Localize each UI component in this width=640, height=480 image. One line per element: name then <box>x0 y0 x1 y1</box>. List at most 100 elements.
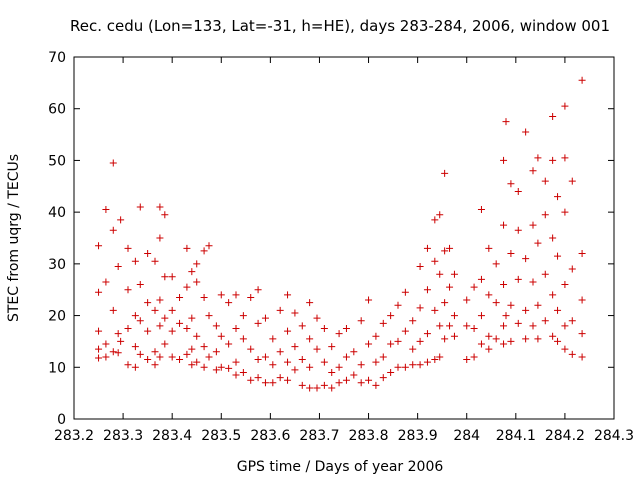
data-point <box>109 226 117 234</box>
data-point <box>342 325 350 332</box>
y-tick-label: 30 <box>48 257 66 273</box>
data-point <box>254 374 262 382</box>
data-point <box>247 376 255 384</box>
data-point <box>502 118 510 126</box>
data-point <box>161 340 169 348</box>
y-tick-label: 40 <box>48 205 66 221</box>
data-point <box>500 221 508 229</box>
data-point <box>350 371 358 379</box>
data-point <box>541 317 549 325</box>
data-point <box>114 330 122 338</box>
data-point <box>357 361 365 369</box>
data-point <box>549 112 557 120</box>
data-point <box>168 273 176 281</box>
data-point <box>335 363 343 371</box>
data-point <box>124 244 132 252</box>
data-point <box>217 291 225 299</box>
data-point <box>409 317 417 325</box>
data-point <box>578 330 586 338</box>
x-tick-label: 284.3 <box>594 428 634 444</box>
data-point <box>554 337 562 345</box>
data-point <box>144 299 152 307</box>
data-point <box>534 239 542 247</box>
data-point <box>342 353 350 361</box>
data-point <box>401 363 409 371</box>
data-point <box>151 257 159 265</box>
data-point <box>423 330 431 338</box>
data-point <box>217 332 225 340</box>
data-point <box>416 361 424 369</box>
data-point <box>507 301 515 309</box>
data-point <box>95 354 103 362</box>
data-point <box>291 366 299 374</box>
data-point <box>492 299 500 307</box>
data-point <box>254 319 262 327</box>
data-point <box>477 275 485 283</box>
data-point <box>212 366 220 374</box>
data-point <box>328 384 336 392</box>
x-tick-label: 283.7 <box>299 428 339 444</box>
data-point <box>95 345 103 353</box>
data-point <box>463 356 471 364</box>
data-point <box>522 255 530 263</box>
data-point <box>247 345 255 353</box>
data-point <box>554 252 562 260</box>
data-point <box>306 384 314 392</box>
data-point <box>578 353 586 361</box>
data-point <box>365 376 373 384</box>
data-point <box>239 335 247 343</box>
data-point <box>225 364 233 372</box>
data-point <box>485 345 493 353</box>
data-point <box>477 312 485 320</box>
data-point <box>109 159 117 167</box>
data-point <box>541 211 549 219</box>
data-point <box>284 376 292 384</box>
data-point <box>328 343 336 351</box>
data-point <box>232 371 240 379</box>
data-point <box>131 343 139 351</box>
axis-ticks <box>73 56 615 420</box>
data-point <box>117 216 125 224</box>
data-point <box>514 275 522 283</box>
data-point <box>183 283 191 291</box>
data-point <box>342 376 350 384</box>
data-point <box>156 322 164 330</box>
x-tick-label: 283.4 <box>152 428 192 444</box>
data-point <box>151 306 159 314</box>
data-point <box>188 314 196 322</box>
y-tick-label: 10 <box>48 360 66 376</box>
data-point <box>183 325 191 332</box>
data-point <box>205 353 213 361</box>
data-point <box>200 343 208 351</box>
data-point <box>168 327 176 335</box>
data-point <box>114 349 122 357</box>
data-point <box>269 379 277 387</box>
data-point <box>522 335 530 343</box>
data-point <box>441 247 449 255</box>
data-point <box>514 319 522 327</box>
data-point <box>176 293 184 301</box>
x-tick-label: 283.5 <box>201 428 241 444</box>
data-point <box>156 353 164 361</box>
x-tick-label: 283.8 <box>348 428 388 444</box>
data-point <box>193 260 201 268</box>
data-point <box>136 317 144 325</box>
data-point <box>124 361 132 369</box>
data-point <box>306 363 314 371</box>
data-point <box>102 206 110 214</box>
data-point <box>446 283 454 291</box>
data-point <box>136 350 144 358</box>
data-point <box>183 244 191 252</box>
data-point <box>529 221 537 229</box>
data-point <box>335 379 343 387</box>
data-point <box>313 314 321 322</box>
data-point <box>156 296 164 304</box>
data-point <box>320 381 328 389</box>
data-point <box>416 337 424 345</box>
x-tick-label: 283.2 <box>54 428 94 444</box>
data-point <box>136 281 144 289</box>
data-point <box>365 296 373 304</box>
data-point <box>200 293 208 301</box>
data-point <box>124 286 132 294</box>
data-point <box>450 332 458 340</box>
